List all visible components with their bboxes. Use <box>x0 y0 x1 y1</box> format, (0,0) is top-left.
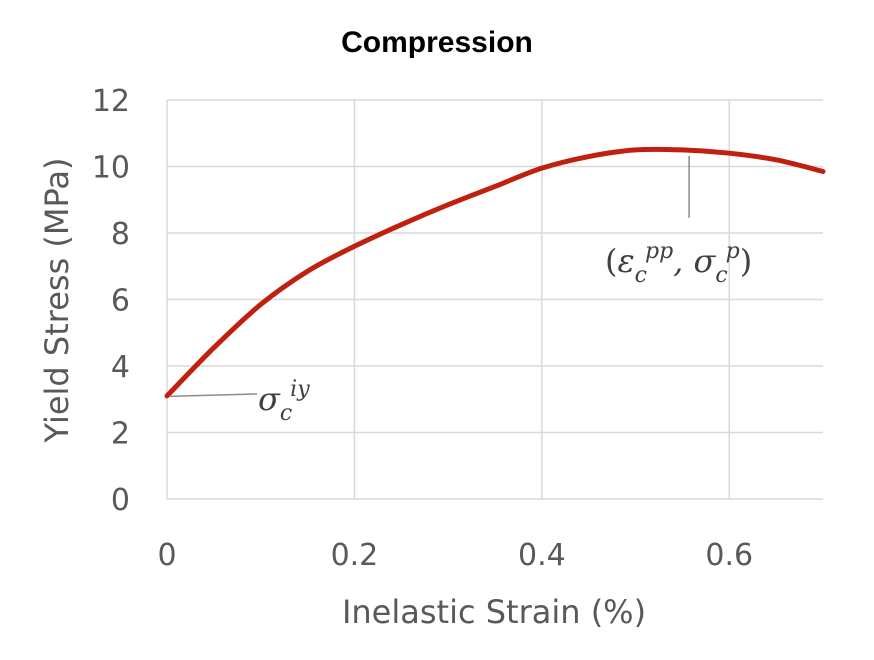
y-tick-label: 10 <box>92 151 130 186</box>
annotations: σciy(εcpp, σcp) <box>168 155 752 426</box>
x-tick-label: 0.2 <box>331 538 379 573</box>
y-tick-label: 2 <box>111 417 130 452</box>
annotation-part: pp <box>645 239 673 264</box>
annotation-peak: (εcpp, σcp) <box>605 239 752 288</box>
annotation-part: ) <box>740 242 752 280</box>
annotation-part: σ <box>258 380 281 418</box>
y-tick-labels: 0 2 4 6 8 10 12 <box>92 84 130 518</box>
y-tick-label: 12 <box>92 84 130 119</box>
chart-title: Compression <box>341 26 533 59</box>
series <box>164 146 826 399</box>
y-axis-label: Yield Stress (MPa) <box>38 158 76 444</box>
y-tick-label: 4 <box>111 350 130 385</box>
x-tick-labels: 0 0.2 0.4 0.6 <box>157 538 753 573</box>
axes <box>166 100 823 500</box>
annotation-part: σ <box>694 242 717 280</box>
y-tick-label: 0 <box>111 483 130 518</box>
x-tick-label: 0.4 <box>518 538 566 573</box>
annotation-part: c <box>715 263 727 288</box>
annotation-part: c <box>280 401 292 426</box>
annotation-part: ε <box>617 242 634 280</box>
leader-line-initial-yield <box>168 393 258 398</box>
x-axis-label: Inelastic Strain (%) <box>342 593 646 631</box>
x-tick-label: 0.6 <box>705 538 753 573</box>
annotation-initial-yield: σciy <box>258 377 310 426</box>
grid-lines <box>167 99 823 499</box>
x-tick-label: 0 <box>157 538 176 573</box>
series-line <box>164 146 826 399</box>
annotation-part: iy <box>290 377 310 402</box>
y-tick-label: 6 <box>111 284 130 319</box>
annotation-part: ( <box>605 242 617 280</box>
y-tick-label: 8 <box>111 217 130 252</box>
annotation-part: p <box>726 239 740 264</box>
annotation-part: , <box>673 242 693 280</box>
annotation-part: c <box>635 263 647 288</box>
